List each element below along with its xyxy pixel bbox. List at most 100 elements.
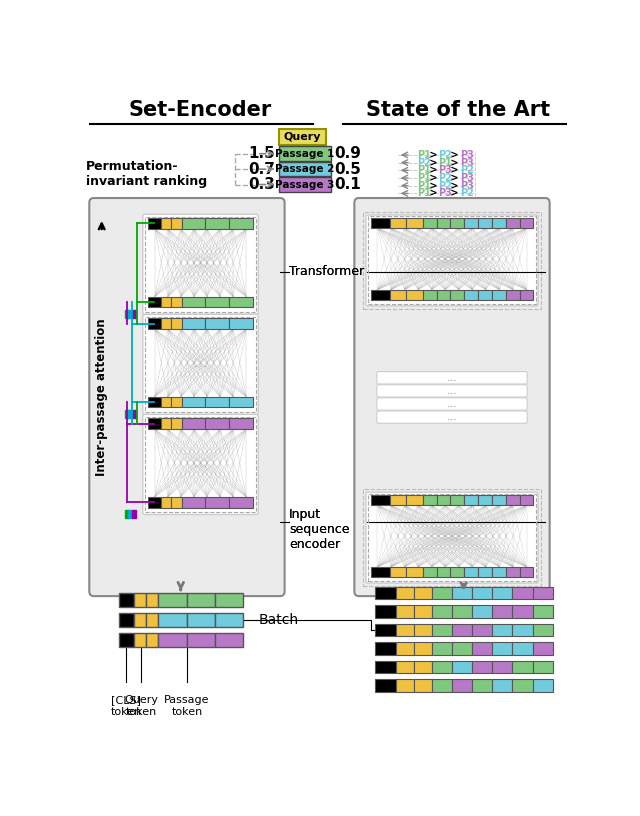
- Bar: [452, 605, 472, 618]
- Text: Passage
token: Passage token: [164, 695, 210, 717]
- Bar: [229, 318, 253, 329]
- Text: 0.1: 0.1: [334, 177, 361, 192]
- FancyBboxPatch shape: [377, 385, 527, 397]
- Bar: [532, 679, 553, 692]
- Bar: [513, 642, 532, 654]
- Bar: [214, 633, 243, 647]
- FancyBboxPatch shape: [279, 146, 331, 161]
- Bar: [422, 567, 436, 577]
- Bar: [371, 567, 390, 577]
- Text: >: >: [426, 150, 440, 160]
- Bar: [452, 661, 472, 673]
- Bar: [146, 633, 159, 647]
- Bar: [396, 623, 413, 636]
- Bar: [492, 605, 513, 618]
- Bar: [396, 587, 413, 599]
- Bar: [513, 605, 532, 618]
- Text: >: >: [426, 173, 440, 183]
- Bar: [436, 218, 451, 228]
- Text: [CLS]
token: [CLS] token: [111, 695, 142, 717]
- Text: Batch: Batch: [259, 613, 299, 627]
- Text: State of the Art: State of the Art: [366, 100, 550, 120]
- Bar: [513, 661, 532, 673]
- Bar: [161, 497, 172, 508]
- Text: Passage 3: Passage 3: [275, 180, 335, 189]
- Text: >: >: [426, 157, 440, 167]
- Text: ...: ...: [447, 386, 458, 396]
- Text: ...: ...: [447, 412, 458, 422]
- Bar: [492, 495, 506, 505]
- Bar: [205, 419, 229, 429]
- Bar: [371, 218, 390, 228]
- Bar: [134, 593, 146, 607]
- Bar: [374, 587, 396, 599]
- Bar: [161, 397, 172, 407]
- Text: P2: P2: [417, 157, 431, 167]
- Bar: [367, 216, 536, 304]
- Bar: [161, 218, 172, 228]
- Bar: [520, 567, 533, 577]
- Bar: [431, 642, 452, 654]
- Text: P3: P3: [460, 157, 474, 167]
- Bar: [148, 419, 161, 429]
- FancyBboxPatch shape: [279, 129, 326, 144]
- Text: P2: P2: [460, 188, 474, 198]
- Bar: [159, 613, 186, 627]
- FancyBboxPatch shape: [366, 215, 538, 306]
- Bar: [186, 633, 214, 647]
- Bar: [492, 218, 506, 228]
- Bar: [431, 661, 452, 673]
- Text: P3: P3: [460, 180, 474, 191]
- Text: ...: ...: [447, 373, 458, 383]
- Text: >: >: [426, 166, 440, 175]
- Bar: [172, 397, 182, 407]
- Bar: [464, 218, 478, 228]
- Bar: [532, 642, 553, 654]
- Bar: [452, 623, 472, 636]
- Bar: [119, 633, 134, 647]
- Text: P1: P1: [417, 166, 431, 175]
- Text: >: >: [426, 180, 440, 191]
- Bar: [492, 587, 513, 599]
- Text: . . .: . . .: [445, 256, 459, 265]
- Bar: [374, 605, 396, 618]
- Bar: [390, 567, 406, 577]
- Text: P1: P1: [417, 180, 431, 191]
- Bar: [431, 587, 452, 599]
- Bar: [148, 397, 161, 407]
- Text: 1.5: 1.5: [248, 146, 275, 162]
- FancyBboxPatch shape: [377, 411, 527, 424]
- Bar: [431, 679, 452, 692]
- Text: Query
token: Query token: [124, 695, 158, 717]
- Bar: [520, 218, 533, 228]
- Text: . . .: . . .: [445, 533, 459, 542]
- Bar: [478, 218, 492, 228]
- Text: . . .: . . .: [194, 460, 207, 469]
- Bar: [148, 318, 161, 329]
- Bar: [229, 296, 253, 308]
- Bar: [146, 593, 159, 607]
- Bar: [492, 661, 513, 673]
- Bar: [451, 567, 464, 577]
- Bar: [532, 587, 553, 599]
- Text: P2: P2: [438, 173, 452, 183]
- Bar: [413, 587, 431, 599]
- Bar: [134, 633, 146, 647]
- Bar: [413, 623, 431, 636]
- Text: P3: P3: [460, 150, 474, 160]
- Bar: [413, 679, 431, 692]
- Bar: [172, 296, 182, 308]
- Bar: [182, 497, 205, 508]
- Bar: [532, 605, 553, 618]
- Bar: [396, 661, 413, 673]
- Bar: [205, 218, 229, 228]
- Bar: [396, 605, 413, 618]
- Text: 0.7: 0.7: [248, 162, 275, 176]
- Bar: [148, 296, 161, 308]
- Bar: [492, 642, 513, 654]
- Text: >: >: [447, 188, 462, 198]
- Text: Passage 2: Passage 2: [275, 164, 335, 174]
- Text: P3: P3: [438, 166, 452, 175]
- Bar: [513, 679, 532, 692]
- Bar: [492, 567, 506, 577]
